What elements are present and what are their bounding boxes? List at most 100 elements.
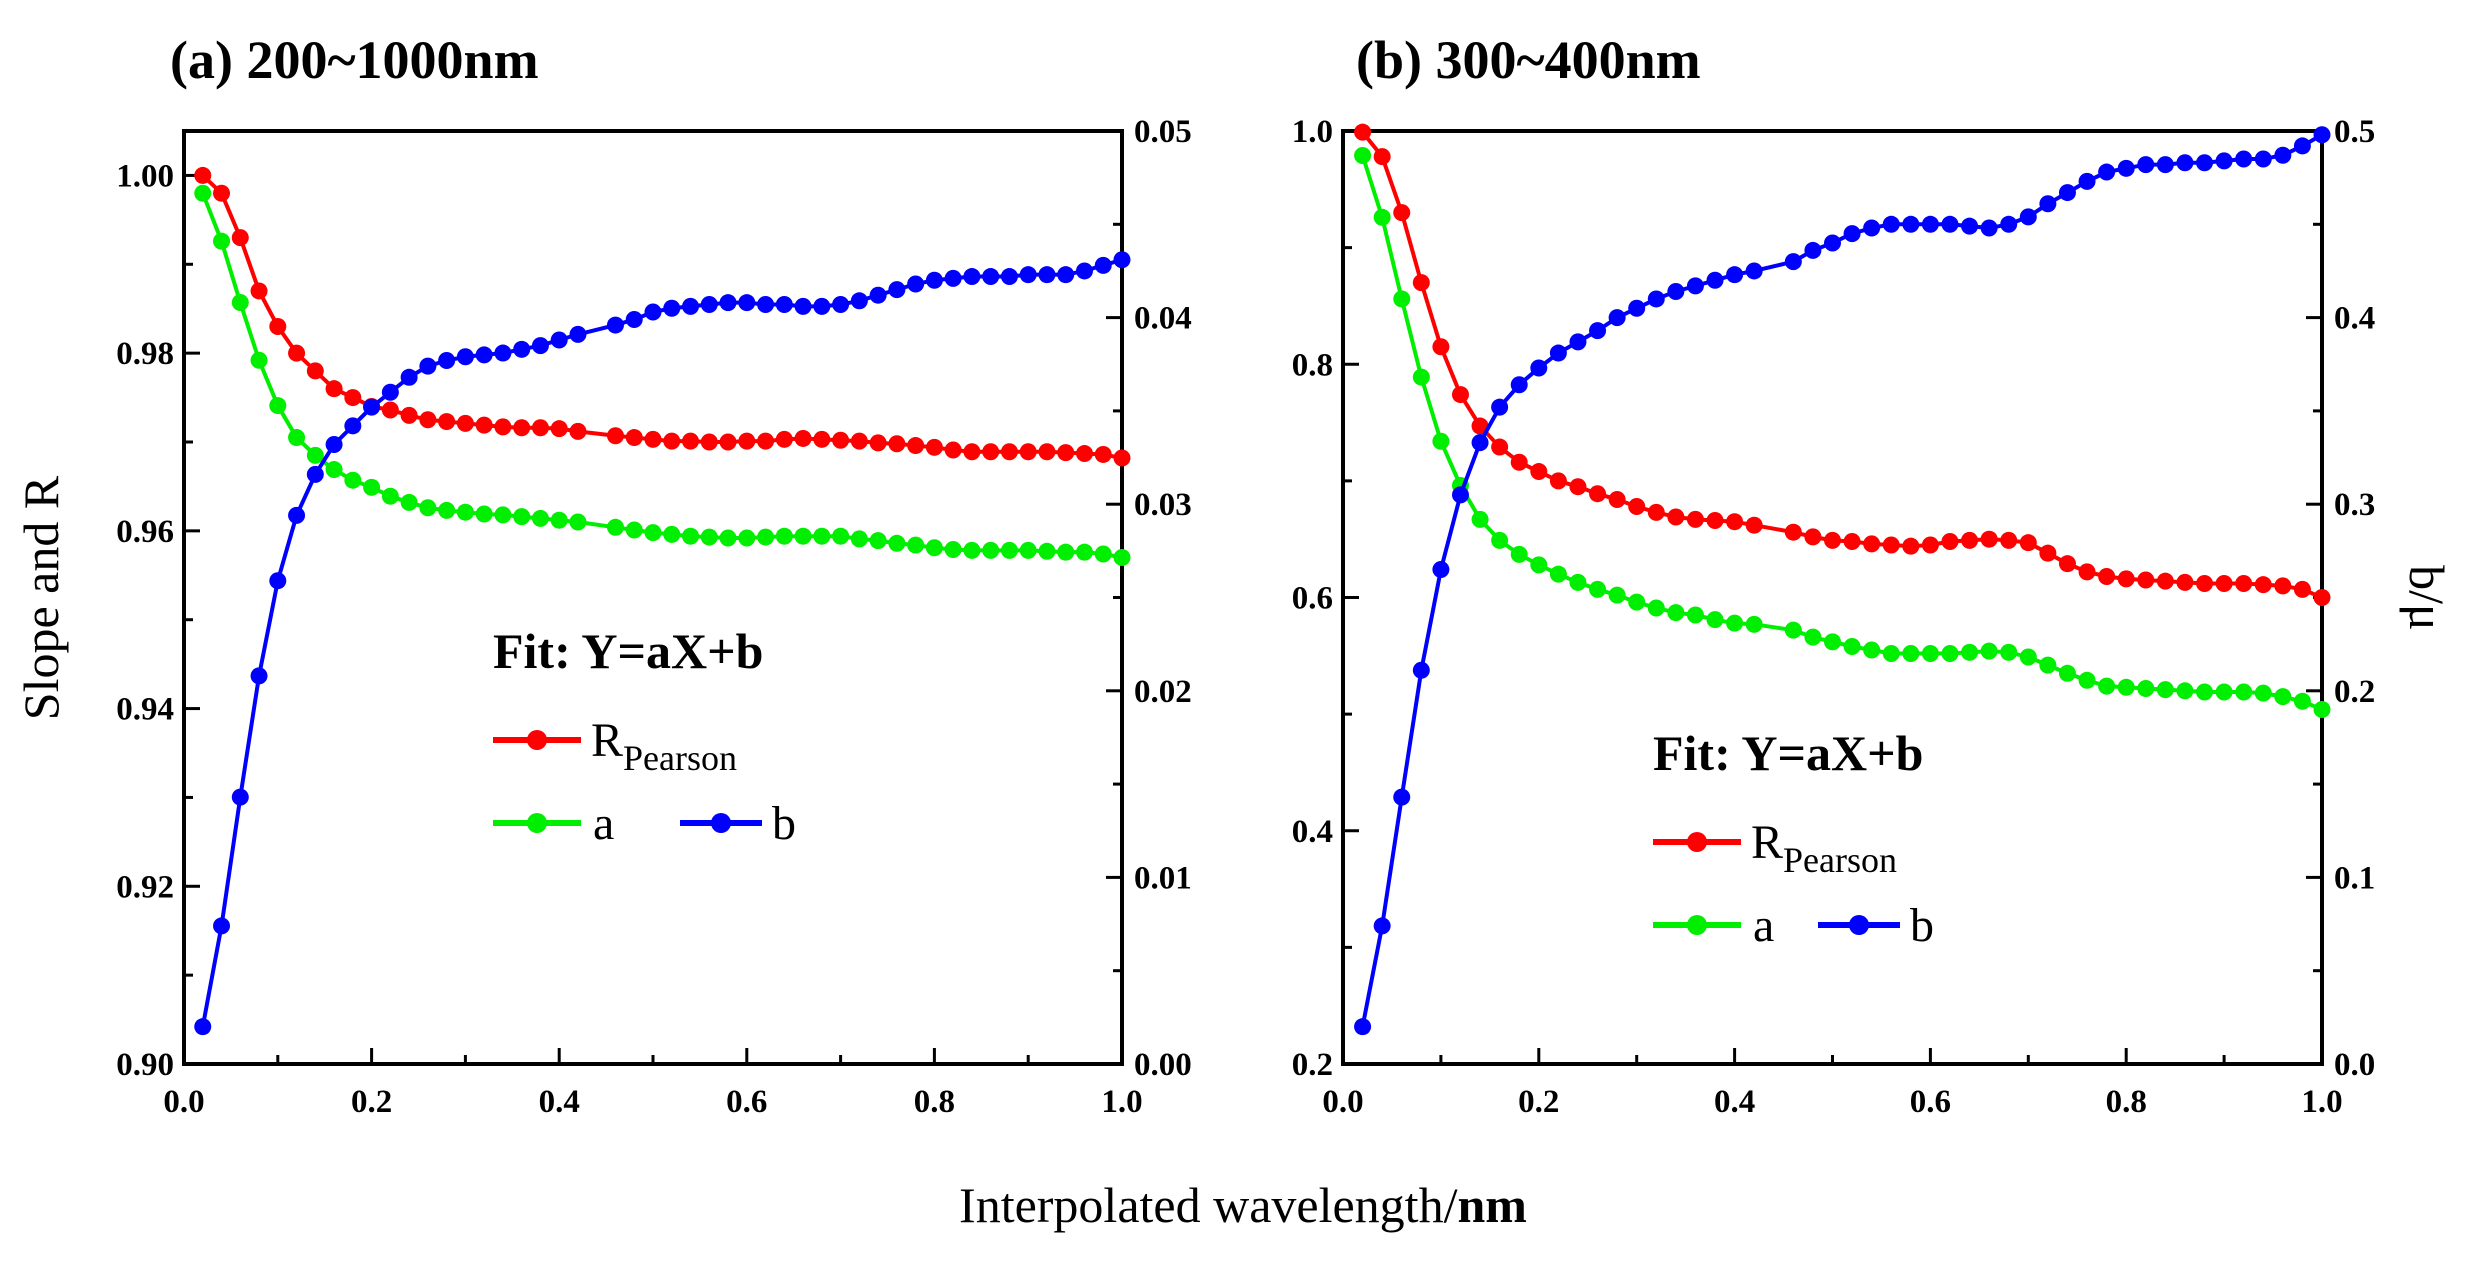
data-point-b (1373, 917, 1391, 935)
legend-marker-b (711, 813, 731, 833)
data-point-a (1432, 432, 1450, 450)
y2-tick-label: 0.03 (1134, 487, 1192, 523)
x-tick-label: 0.4 (1714, 1084, 1755, 1120)
data-point-r-pearson (2176, 573, 2194, 591)
y-tick-label: 0.96 (116, 514, 174, 550)
y2-tick-label: 0.1 (2334, 860, 2375, 896)
data-point-a (213, 232, 231, 250)
data-point-r-pearson (1373, 148, 1391, 166)
data-point-b (1075, 262, 1093, 280)
data-point-r-pearson (2058, 555, 2076, 573)
data-point-a (738, 529, 756, 547)
data-point-a (2254, 684, 2272, 702)
data-point-a (794, 527, 812, 545)
data-point-r-pearson (2117, 570, 2135, 588)
data-point-r-pearson (2293, 580, 2311, 598)
data-point-r-pearson (1549, 472, 1567, 490)
data-point-a (757, 528, 775, 546)
data-point-b (269, 572, 287, 590)
data-point-r-pearson (1589, 485, 1607, 503)
data-point-r-pearson (1019, 443, 1037, 461)
data-point-a (1569, 573, 1587, 591)
data-point-b (700, 296, 718, 314)
data-point-r-pearson (1000, 443, 1018, 461)
data-point-a (194, 184, 212, 202)
data-point-b (925, 271, 943, 289)
data-point-a (832, 527, 850, 545)
data-point-r-pearson (438, 413, 456, 431)
data-point-b (1784, 253, 1802, 271)
data-point-a (475, 505, 493, 523)
data-point-r-pearson (1980, 530, 1998, 548)
y2-tick-label: 0.04 (1134, 301, 1192, 337)
data-point-a (1706, 611, 1724, 629)
data-point-r-pearson (1706, 512, 1724, 530)
data-point-b (456, 348, 474, 366)
data-point-a (775, 527, 793, 545)
data-point-b (775, 296, 793, 314)
data-point-b (2156, 156, 2174, 174)
data-point-b (1471, 434, 1489, 452)
x-tick-label: 1.0 (1101, 1084, 1142, 1120)
data-point-b (963, 268, 981, 286)
data-point-r-pearson (1726, 513, 1744, 531)
data-point-b (1491, 398, 1509, 416)
data-point-b (850, 292, 868, 310)
data-point-b (1510, 376, 1528, 394)
data-point-r-pearson (1057, 444, 1075, 462)
y2-tick-label: 0.2 (2334, 674, 2375, 710)
data-point-a (1902, 644, 1920, 662)
data-point-b (1686, 277, 1704, 295)
data-point-a (2313, 700, 2331, 718)
data-point-a (963, 541, 981, 559)
y-tick-label: 0.98 (116, 336, 174, 372)
data-point-r-pearson (1921, 536, 1939, 554)
data-point-r-pearson (1491, 438, 1509, 456)
data-point-r-pearson (2019, 534, 2037, 552)
data-point-a (850, 530, 868, 548)
x-tick-label: 0.8 (2106, 1084, 2147, 1120)
series-line-r-pearson (201, 173, 1123, 460)
data-point-a (813, 527, 831, 545)
data-point-r-pearson (1941, 533, 1959, 551)
data-point-b (1113, 251, 1131, 269)
legend-title: Fit: Y=aX+b (493, 623, 763, 679)
data-point-r-pearson (2254, 576, 2272, 594)
data-point-b (1961, 217, 1979, 235)
data-point-r-pearson (531, 419, 549, 437)
data-point-b (2196, 154, 2214, 172)
data-point-b (869, 286, 887, 304)
data-point-a (1057, 543, 1075, 561)
data-point-a (1745, 615, 1763, 633)
data-point-a (1412, 368, 1430, 386)
data-point-b (794, 297, 812, 315)
data-point-b (2176, 154, 2194, 172)
data-point-r-pearson (1412, 274, 1430, 292)
data-point-r-pearson (813, 430, 831, 448)
data-point-r-pearson (2039, 544, 2057, 562)
data-point-b (494, 344, 512, 362)
data-point-b (832, 296, 850, 314)
data-point-b (400, 368, 418, 386)
data-point-b (213, 917, 231, 935)
data-point-a (2117, 678, 2135, 696)
data-point-b (1843, 225, 1861, 243)
y2-tick-label: 0.3 (2334, 487, 2375, 523)
data-point-a (2274, 688, 2292, 706)
data-point-b (2254, 150, 2272, 168)
data-point-a (1393, 290, 1411, 308)
data-point-b (1608, 309, 1626, 327)
series-line-r-pearson (1361, 130, 2323, 600)
data-point-r-pearson (194, 166, 212, 184)
data-point-a (1530, 556, 1548, 574)
panel-a-title: (a) 200~1000nm (170, 30, 539, 90)
data-point-b (2235, 150, 2253, 168)
data-point-b (325, 435, 343, 453)
data-point-b (569, 325, 587, 343)
data-point-r-pearson (381, 401, 399, 419)
legend: Fit: Y=aX+b RPearson a b (493, 623, 796, 850)
data-point-b (2137, 156, 2155, 174)
data-point-a (2196, 683, 2214, 701)
data-point-a (1726, 614, 1744, 632)
data-point-b (1393, 788, 1411, 806)
